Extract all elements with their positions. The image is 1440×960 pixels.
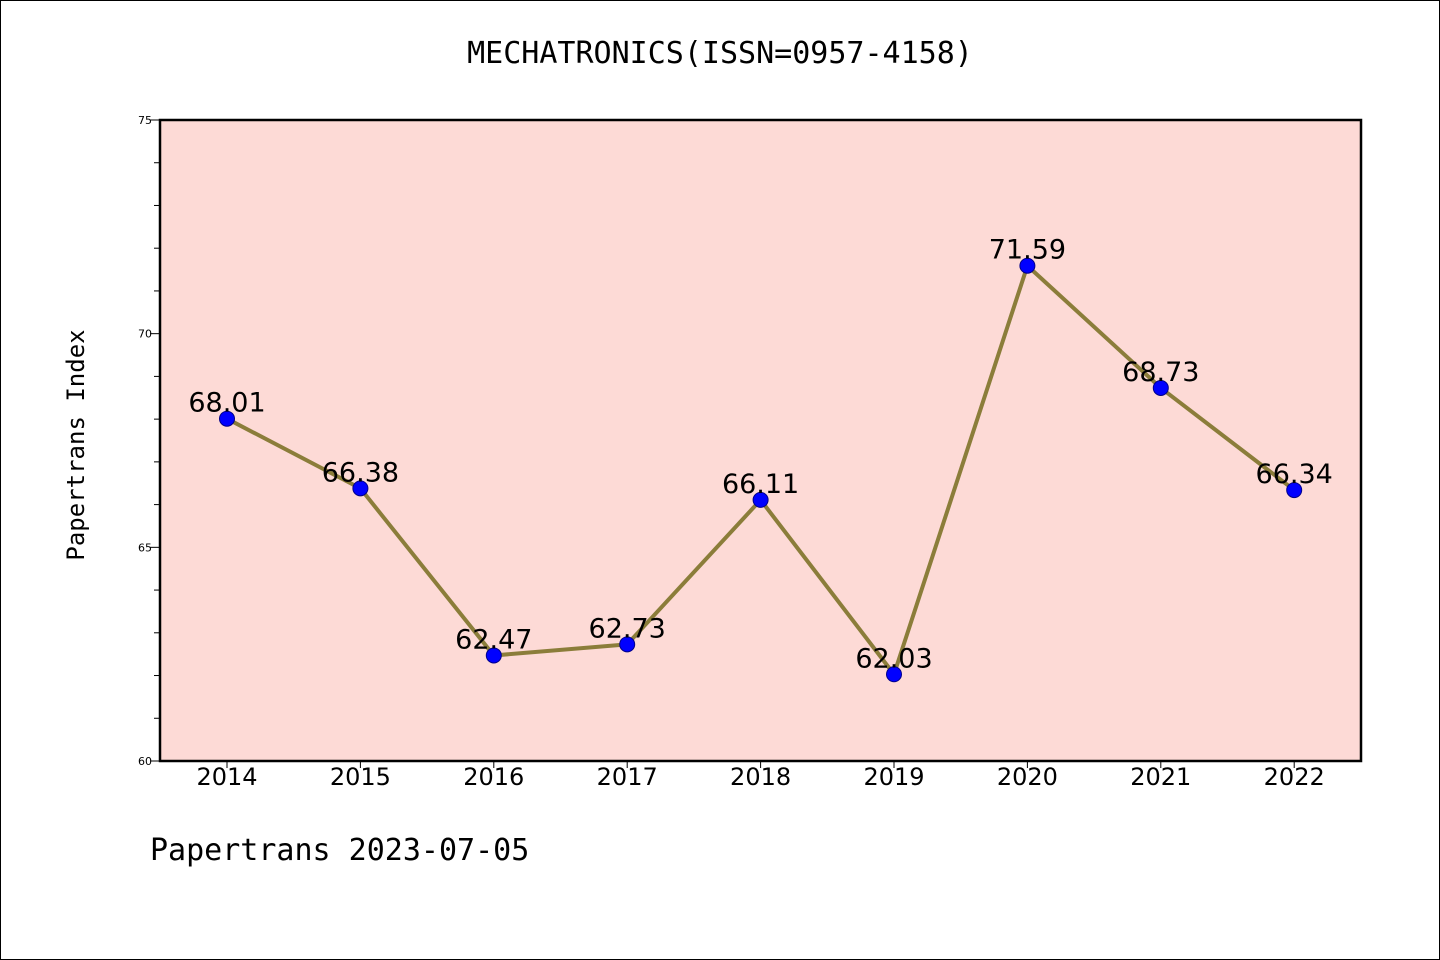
series-group: 68.01 66.38 62.47 62.73 66.11 62.03 71.59 68.73…	[188, 235, 1333, 683]
footer-credit: Papertrans 2023-07-05	[150, 833, 530, 868]
x-tick-label: 2017	[597, 763, 658, 791]
y-tick-label: 65	[138, 541, 152, 554]
x-tick-label: 2021	[1130, 763, 1191, 791]
data-label: 66.38	[322, 457, 399, 488]
chart-title: MECHATRONICS(ISSN=0957-4158)	[467, 36, 973, 71]
plot-area	[160, 120, 1361, 761]
data-label: 71.59	[989, 235, 1066, 266]
x-tick-label: 2018	[730, 763, 791, 791]
data-point	[1286, 482, 1303, 499]
data-label: 62.73	[589, 613, 666, 644]
data-point	[619, 636, 636, 653]
y-axis-ticks: 60 65 70 75	[138, 114, 160, 768]
data-point	[219, 410, 235, 427]
data-point	[352, 480, 369, 497]
x-tick-label: 2020	[997, 763, 1058, 791]
data-label: 68.01	[188, 388, 265, 419]
data-label: 62.03	[855, 643, 932, 674]
y-tick-label: 75	[138, 114, 152, 127]
y-tick-label: 60	[138, 755, 152, 768]
data-point	[485, 647, 502, 664]
data-point	[752, 491, 769, 508]
x-tick-label: 2019	[863, 763, 924, 791]
plot-border	[158, 118, 1363, 763]
data-label: 66.34	[1256, 459, 1333, 490]
data-point	[1152, 379, 1169, 396]
x-axis-ticks: 2014 2015 2016 2017 2018 2019 2020 2021 2022	[196, 761, 1325, 791]
data-label: 62.47	[455, 624, 532, 655]
data-label: 68.73	[1122, 357, 1199, 388]
x-tick-label: 2014	[196, 763, 257, 791]
data-point	[1019, 257, 1036, 274]
data-label: 66.11	[722, 469, 799, 500]
data-point	[886, 666, 902, 683]
x-tick-label: 2016	[463, 763, 524, 791]
x-tick-label: 2022	[1264, 763, 1325, 791]
y-tick-label: 70	[138, 328, 152, 341]
x-tick-label: 2015	[330, 763, 391, 791]
